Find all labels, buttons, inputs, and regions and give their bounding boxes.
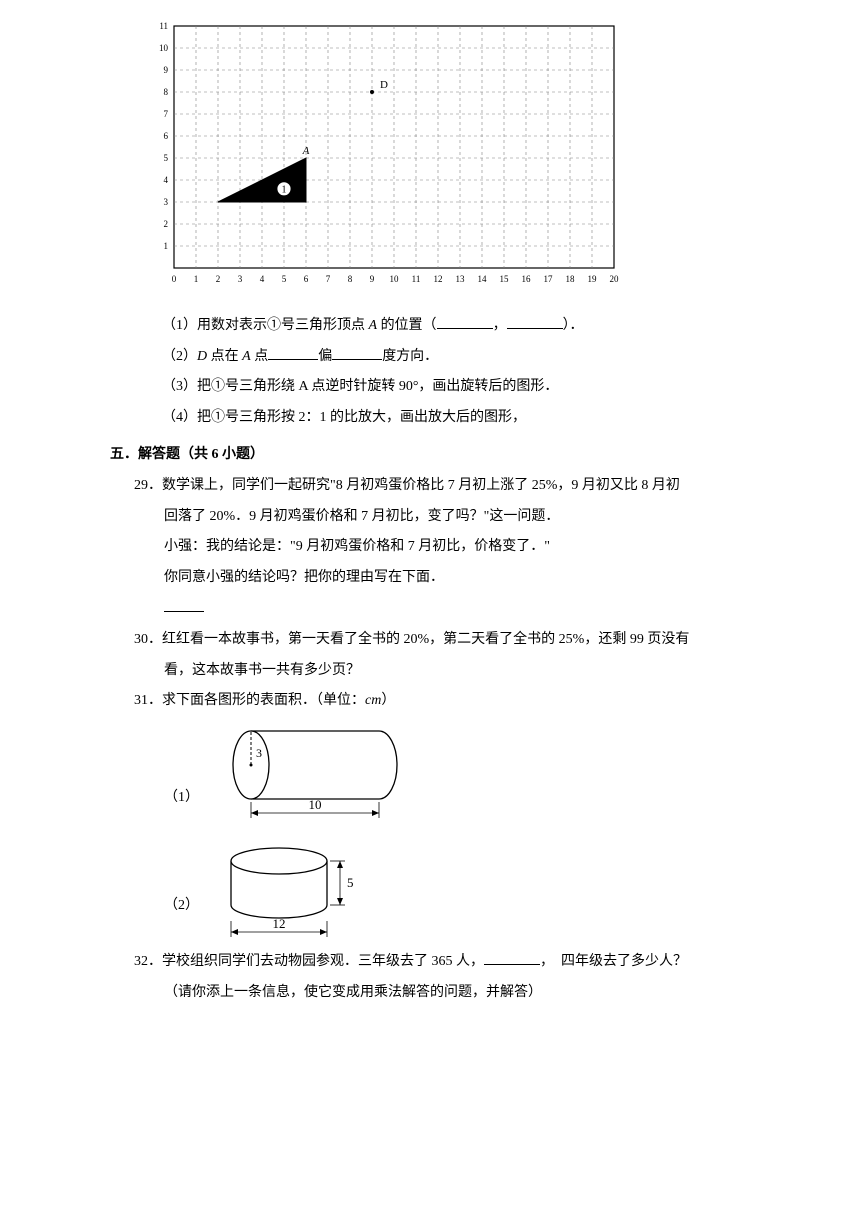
- svg-text:3: 3: [238, 274, 243, 284]
- svg-text:7: 7: [326, 274, 331, 284]
- svg-text:0: 0: [172, 274, 177, 284]
- q28-sub2: （2）D 点在 A 点偏度方向．: [162, 342, 760, 373]
- svg-text:2: 2: [164, 219, 169, 229]
- svg-text:20: 20: [610, 274, 620, 284]
- svg-text:1: 1: [164, 241, 169, 251]
- svg-text:A: A: [302, 145, 310, 157]
- q29-blank: [164, 594, 760, 625]
- q29-line3: 小强：我的结论是："9 月初鸡蛋价格和 7 月初比，价格变了．": [164, 532, 760, 563]
- svg-text:15: 15: [500, 274, 510, 284]
- svg-text:14: 14: [478, 274, 488, 284]
- grid-chart: 0123456789101112131415161718192012345678…: [150, 20, 760, 301]
- q29-line4: 你同意小强的结论吗？把你的理由写在下面．: [164, 563, 760, 594]
- svg-text:4: 4: [260, 274, 265, 284]
- q31-fig2-row: （2） 5 12: [164, 837, 760, 947]
- cylinder-horizontal: 3 10: [209, 723, 409, 833]
- svg-text:7: 7: [164, 109, 169, 119]
- q28-sub3: （3）把①号三角形绕 A 点逆时针旋转 90°，画出旋转后的图形．: [162, 372, 760, 403]
- q29-line2: 回落了 20%．9 月初鸡蛋价格和 7 月初比，变了吗？"这一问题．: [164, 502, 760, 533]
- svg-text:9: 9: [164, 65, 169, 75]
- q32-line2: （请你添上一条信息，使它变成用乘法解答的问题，并解答）: [164, 978, 760, 1009]
- svg-text:18: 18: [566, 274, 576, 284]
- svg-text:13: 13: [456, 274, 466, 284]
- q30-line2: 看，这本故事书一共有多少页？: [164, 656, 760, 687]
- section-5-title: 五．解答题（共 6 小题）: [110, 440, 760, 471]
- q31-fig2-label: （2）: [164, 891, 199, 922]
- svg-text:9: 9: [370, 274, 375, 284]
- svg-text:4: 4: [164, 175, 169, 185]
- svg-text:19: 19: [588, 274, 598, 284]
- svg-text:2: 2: [216, 274, 221, 284]
- q28-sub1: （1）用数对表示①号三角形顶点 A 的位置（，）．: [162, 311, 760, 342]
- svg-text:D: D: [380, 79, 388, 91]
- svg-text:1: 1: [282, 184, 287, 195]
- svg-text:10: 10: [159, 43, 169, 53]
- svg-text:3: 3: [256, 746, 262, 760]
- svg-text:10: 10: [309, 797, 322, 812]
- svg-text:1: 1: [194, 274, 199, 284]
- q31-title: 31．求下面各图形的表面积．（单位：cm）: [134, 686, 760, 717]
- svg-text:3: 3: [164, 197, 169, 207]
- svg-text:17: 17: [544, 274, 554, 284]
- svg-text:16: 16: [522, 274, 532, 284]
- svg-text:11: 11: [412, 274, 421, 284]
- svg-text:12: 12: [434, 274, 443, 284]
- svg-text:5: 5: [347, 875, 354, 890]
- q31-fig1-label: （1）: [164, 783, 199, 814]
- svg-text:6: 6: [164, 131, 169, 141]
- svg-text:5: 5: [282, 274, 287, 284]
- q29-line1: 29．数学课上，同学们一起研究"8 月初鸡蛋价格比 7 月初上涨了 25%，9 …: [134, 471, 760, 502]
- q28-sub4: （4）把①号三角形按 2：1 的比放大，画出放大后的图形，: [162, 403, 760, 434]
- svg-text:8: 8: [164, 87, 169, 97]
- q30-line1: 30．红红看一本故事书，第一天看了全书的 20%，第二天看了全书的 25%，还剩…: [134, 625, 760, 656]
- q32-line1: 32．学校组织同学们去动物园参观．三年级去了 365 人，， 四年级去了多少人？: [134, 947, 760, 978]
- svg-text:12: 12: [273, 916, 286, 931]
- svg-text:8: 8: [348, 274, 353, 284]
- svg-text:11: 11: [159, 21, 168, 31]
- q31-fig1-row: （1） 3 10: [164, 723, 760, 833]
- cylinder-vertical: 5 12: [209, 837, 379, 947]
- svg-text:5: 5: [164, 153, 169, 163]
- svg-text:10: 10: [390, 274, 400, 284]
- svg-text:6: 6: [304, 274, 309, 284]
